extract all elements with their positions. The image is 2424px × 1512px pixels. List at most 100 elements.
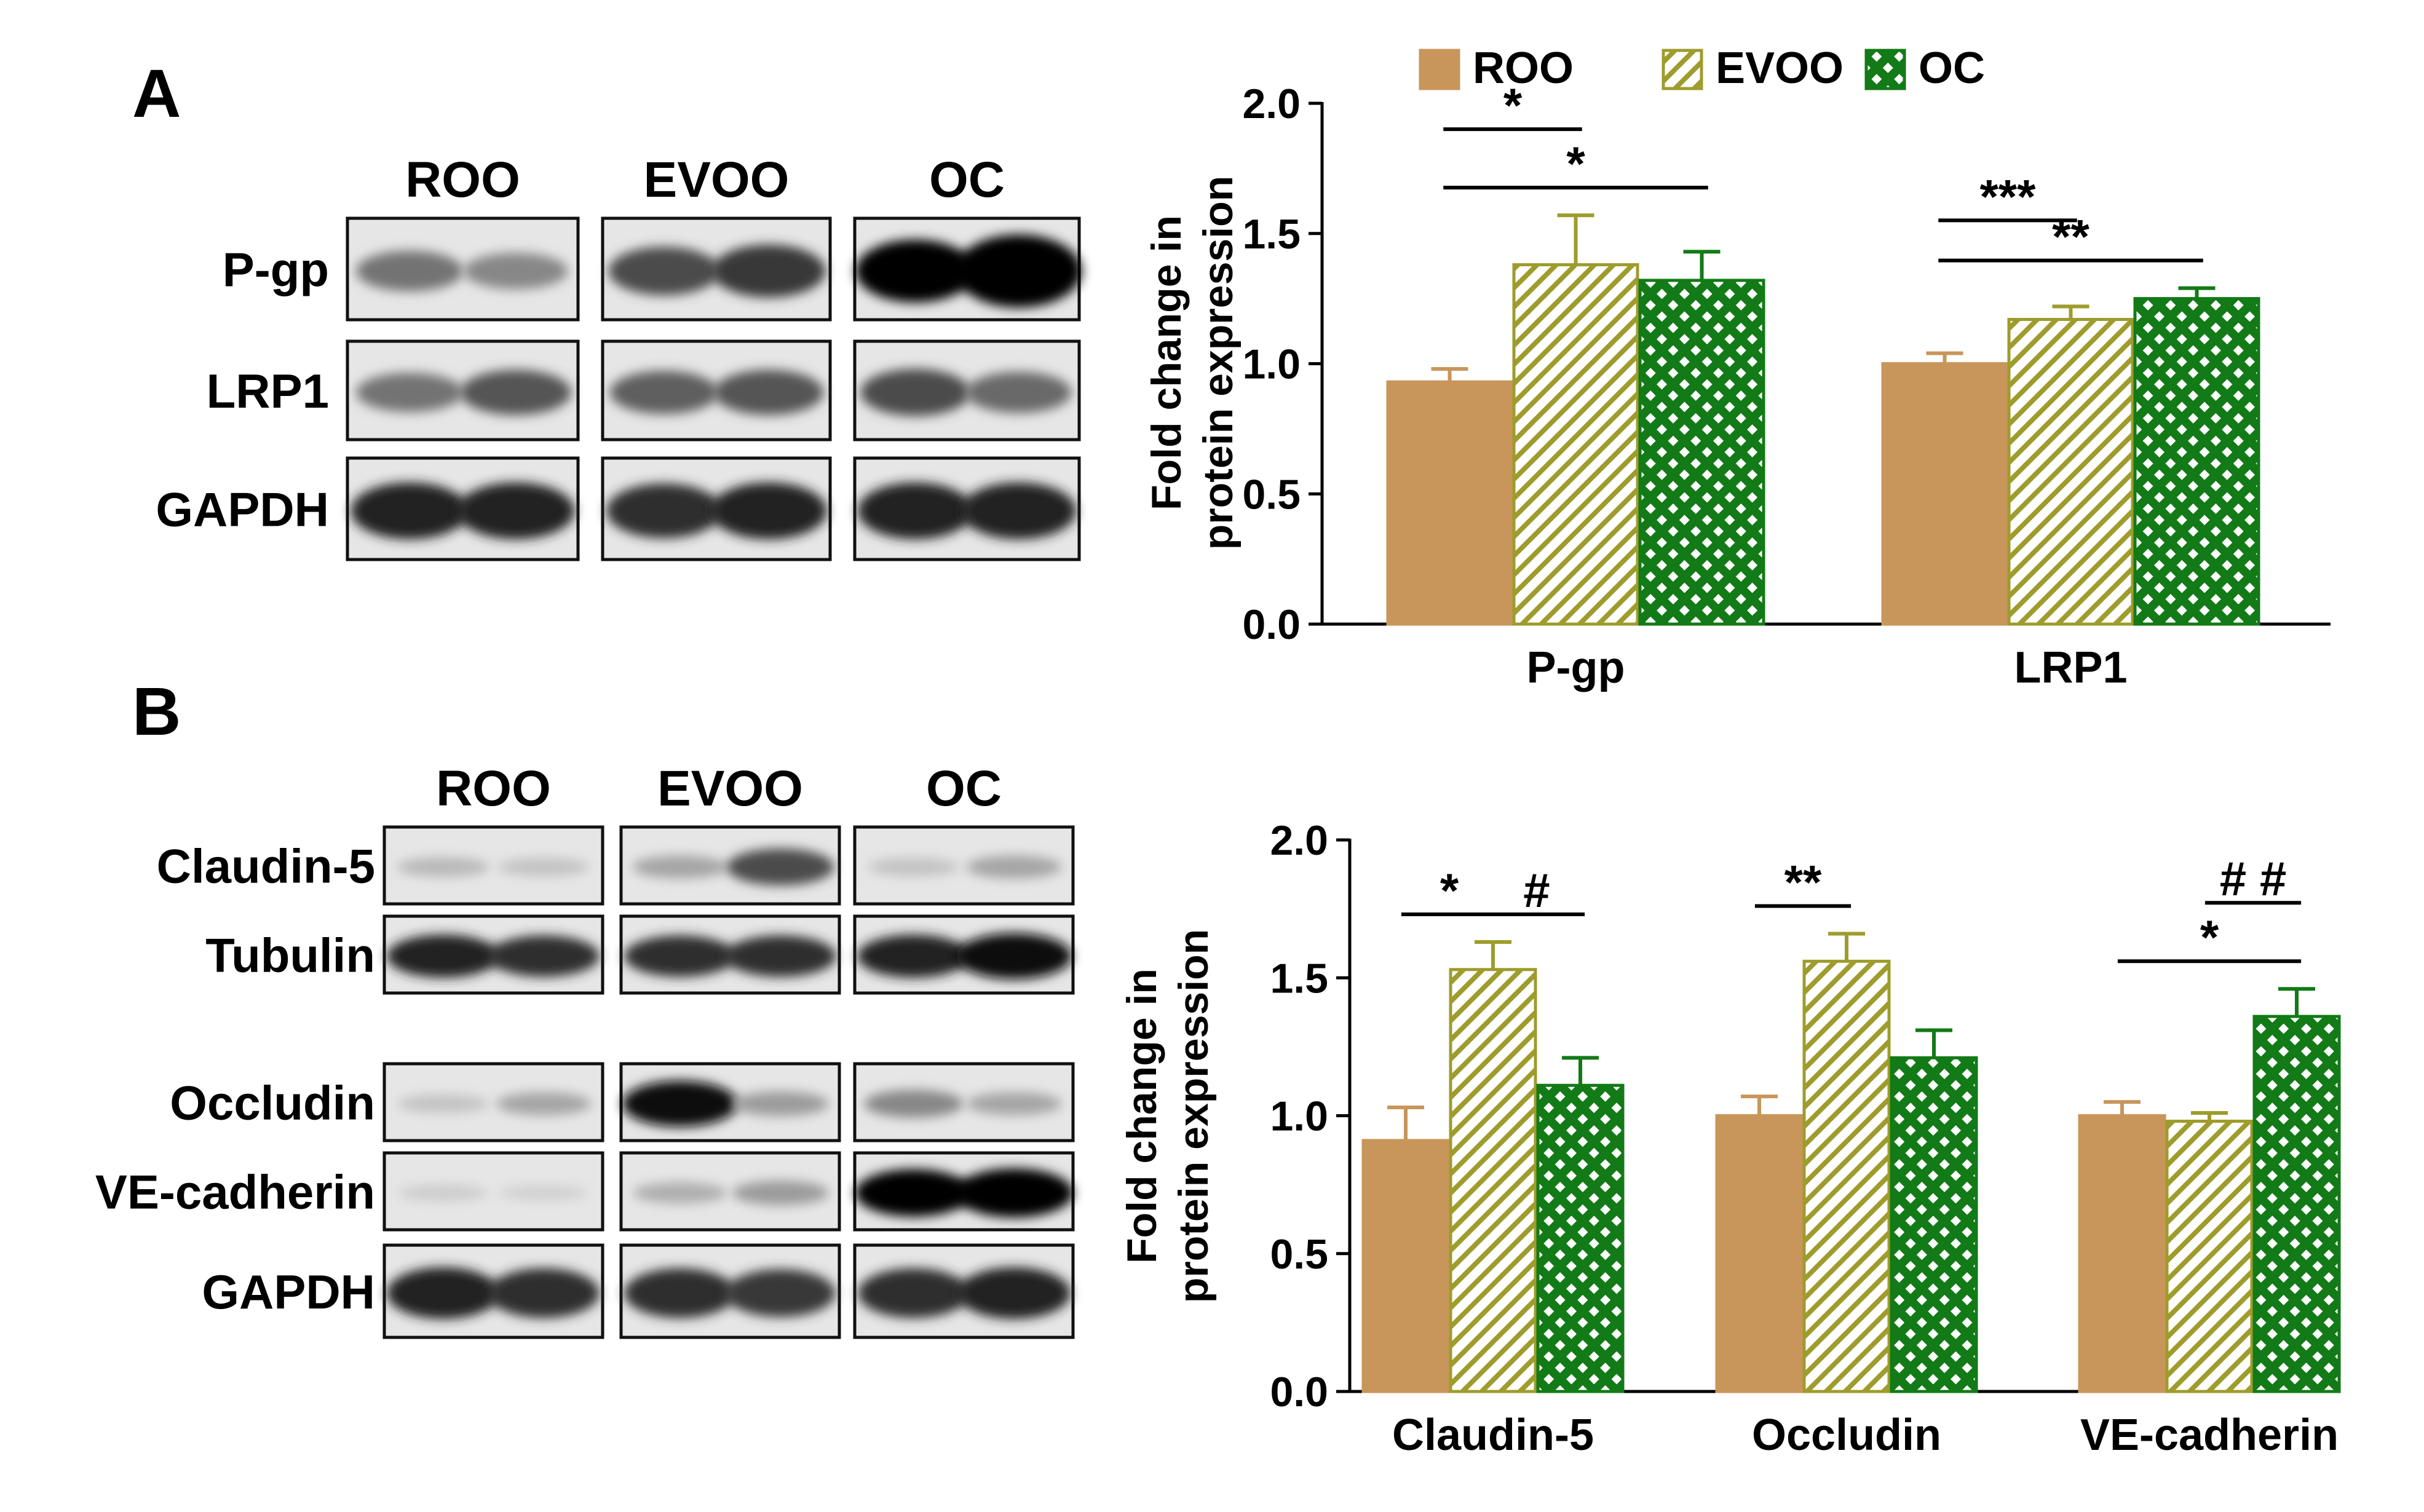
- blot-band-gapdh-evoo-lane-1: [606, 483, 722, 539]
- x-category-label-occludin: Occludin: [1752, 1411, 1941, 1460]
- panel-label-a: A: [132, 56, 181, 132]
- panel-label-b: B: [132, 674, 181, 750]
- significance-label: *: [1440, 863, 1459, 917]
- bar-evoo-p-gp: [1512, 263, 1639, 626]
- blot-band-occludin-roo-lane-2: [496, 1092, 592, 1115]
- blot-band-occludin-oc-lane-2: [966, 1092, 1062, 1115]
- blot-row-label-occludin: Occludin: [170, 1076, 375, 1130]
- blot-band-occludin-evoo-lane-1: [622, 1080, 738, 1127]
- y-axis-label: Fold change in protein expression: [1119, 929, 1217, 1303]
- blot-group-label-roo: ROO: [405, 152, 520, 208]
- blot-band-gapdh-oc-lane-2: [957, 1267, 1071, 1319]
- blot-band-claudin-5-roo-lane-1: [397, 857, 490, 877]
- y-tick-label: 0.0: [1270, 1369, 1328, 1415]
- blot-band-lrp1-oc-lane-2: [965, 371, 1072, 413]
- x-category-label-p-gp: P-gp: [1527, 643, 1625, 692]
- blot-band-gapdh-roo-lane-2: [488, 1268, 600, 1318]
- blot-band-claudin-5-oc-lane-1: [868, 858, 960, 876]
- blot-row-label-ve-cadherin: VE-cadherin: [95, 1165, 375, 1219]
- blot-band-gapdh-oc-lane-2: [960, 482, 1077, 539]
- blot-group-label-evoo: EVOO: [644, 152, 790, 208]
- blot-band-ve-cadherin-oc-lane-1: [855, 1169, 973, 1217]
- legend-label-evoo: EVOO: [1716, 44, 1844, 93]
- bar-oc-lrp1: [2133, 297, 2260, 626]
- blot-band-gapdh-roo-lane-1: [386, 1267, 500, 1319]
- blot-band-occludin-oc-lane-1: [863, 1090, 964, 1118]
- significance-label: #: [1523, 863, 1550, 917]
- bar-chart-panel-b: 0.0 0.5 1.0 1.5 2.0 Fold change in protein exp…: [1119, 817, 2341, 1460]
- significance-label: *: [2200, 910, 2219, 964]
- blot-band-ve-cadherin-evoo-lane-1: [633, 1182, 727, 1204]
- y-tick-label: 1.0: [1270, 1093, 1328, 1140]
- blot-band-p-gp-evoo-lane-1: [608, 247, 720, 296]
- blot-band-ve-cadherin-roo-lane-2: [499, 1184, 588, 1201]
- y-tick-label: 1.5: [1242, 211, 1301, 258]
- western-blot-panel-a: ROO EVOO OC P-gp LRP1 GAPDH: [156, 152, 1082, 561]
- blot-band-claudin-5-oc-lane-2: [966, 855, 1062, 879]
- blot-band-p-gp-roo-lane-2: [463, 253, 568, 290]
- blot-band-tubulin-roo-lane-2: [488, 935, 600, 977]
- blot-group-label-evoo: EVOO: [657, 761, 803, 817]
- blot-band-tubulin-oc-lane-1: [857, 935, 970, 978]
- blot-row-label-claudin-5: Claudin-5: [157, 839, 375, 893]
- blot-band-tubulin-evoo-lane-2: [724, 935, 836, 977]
- blot-band-lrp1-roo-lane-1: [356, 373, 464, 413]
- blot-row-label-tubulin: Tubulin: [205, 928, 375, 983]
- bar-evoo-occludin: [1802, 959, 1891, 1393]
- x-category-label-lrp1: LRP1: [2014, 643, 2127, 692]
- bar-chart-panel-a: 0.0 0.5 1.0 1.5 2.0 Fold change in protein exp…: [1143, 44, 2331, 692]
- western-blot-panel-b: ROO EVOO OC Claudin-5 Tubulin Occludin VE-cadh…: [95, 761, 1075, 1339]
- legend-swatch-evoo: [1662, 49, 1703, 90]
- y-axis-label: Fold change in protein expression: [1143, 176, 1242, 550]
- blot-band-gapdh-roo-lane-2: [456, 482, 575, 539]
- bar-roo-occludin: [1715, 1114, 1804, 1393]
- blot-band-gapdh-oc-lane-1: [857, 482, 973, 539]
- blot-group-label-oc: OC: [926, 761, 1002, 817]
- bar-evoo-claudin-5: [1449, 968, 1537, 1393]
- blot-band-claudin-5-evoo-lane-2: [726, 849, 834, 885]
- blot-band-p-gp-evoo-lane-2: [711, 244, 826, 298]
- blot-band-gapdh-evoo-lane-2: [725, 1269, 836, 1317]
- blot-row-label-lrp1: LRP1: [207, 364, 329, 418]
- blot-band-gapdh-oc-lane-1: [858, 1268, 970, 1318]
- blot-band-claudin-5-evoo-lane-1: [632, 855, 728, 879]
- legend-label-roo: ROO: [1473, 44, 1574, 93]
- y-tick-label: 2.0: [1270, 817, 1328, 864]
- blot-band-tubulin-oc-lane-2: [956, 933, 1072, 980]
- x-category-label-ve-cadherin: VE-cadherin: [2080, 1411, 2339, 1460]
- bar-oc-p-gp: [1638, 279, 1765, 626]
- blot-band-claudin-5-roo-lane-2: [497, 858, 590, 876]
- legend-label-oc: OC: [1919, 44, 1985, 93]
- blot-band-tubulin-evoo-lane-1: [624, 935, 736, 977]
- blot-band-lrp1-evoo-lane-2: [713, 370, 824, 415]
- significance-label: # #: [2220, 852, 2286, 906]
- bar-oc-occludin: [1890, 1056, 1978, 1393]
- y-tick-label: 1.0: [1242, 341, 1301, 388]
- blot-band-tubulin-roo-lane-1: [386, 935, 500, 978]
- bar-oc-claudin-5: [1536, 1083, 1625, 1393]
- blot-band-lrp1-evoo-lane-1: [609, 371, 719, 414]
- x-category-label-claudin-5: Claudin-5: [1392, 1411, 1594, 1460]
- significance-label: *: [1566, 137, 1585, 191]
- blot-row-label-gapdh: GAPDH: [156, 483, 329, 537]
- bar-oc-ve-cadherin: [2252, 1015, 2341, 1393]
- blot-band-ve-cadherin-evoo-lane-2: [732, 1181, 829, 1205]
- blot-band-p-gp-oc-lane-1: [855, 239, 975, 303]
- blot-band-occludin-roo-lane-1: [397, 1094, 489, 1113]
- y-tick-label: 0.0: [1242, 601, 1301, 648]
- blot-row-label-p-gp: P-gp: [223, 243, 329, 297]
- legend-swatch-oc: [1864, 49, 1906, 90]
- blot-band-gapdh-roo-lane-1: [351, 482, 469, 539]
- blot-band-lrp1-oc-lane-1: [860, 368, 971, 416]
- significance-label: ***: [1979, 169, 2036, 223]
- blot-band-gapdh-evoo-lane-2: [710, 482, 827, 539]
- y-tick-label: 0.5: [1270, 1231, 1328, 1278]
- legend-swatch-roo: [1419, 49, 1460, 90]
- significance-label: **: [1784, 855, 1822, 909]
- blot-band-p-gp-oc-lane-2: [955, 234, 1082, 308]
- significance-label: **: [2052, 210, 2089, 264]
- blot-band-gapdh-evoo-lane-1: [624, 1268, 736, 1318]
- bar-evoo-lrp1: [2007, 318, 2134, 626]
- y-tick-label: 2.0: [1242, 81, 1301, 127]
